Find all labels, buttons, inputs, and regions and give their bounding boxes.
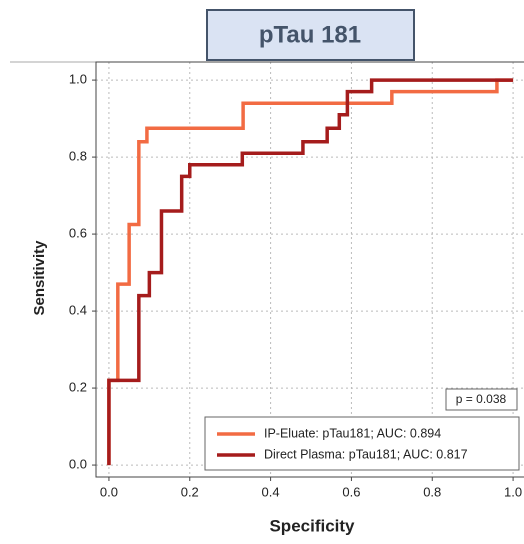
roc-line xyxy=(107,78,514,466)
x-tick-label: 0.4 xyxy=(262,484,280,499)
y-tick-label: 0.2 xyxy=(69,380,87,395)
y-axis-label: Sensitivity xyxy=(31,240,48,316)
x-tick-label: 0.0 xyxy=(100,484,118,499)
roc-line xyxy=(107,78,514,466)
annotation-box xyxy=(445,388,518,411)
y-tick-label: 0.0 xyxy=(69,457,87,472)
chart-title: pTau 181 xyxy=(259,21,361,48)
x-tick-label: 0.8 xyxy=(423,484,441,499)
x-tick-label: 1.0 xyxy=(504,484,522,499)
axis-frame xyxy=(95,61,524,478)
x-tick-label: 0.6 xyxy=(342,484,360,499)
x-axis-label: Specificity xyxy=(269,516,355,535)
y-tick-label: 0.8 xyxy=(69,149,87,164)
y-tick-label: 1.0 xyxy=(69,72,87,87)
legend-label: IP-Eluate: pTau181; AUC: 0.894 xyxy=(264,426,441,440)
legend-box xyxy=(204,416,520,471)
legend-label: Direct Plasma: pTau181; AUC: 0.817 xyxy=(264,447,468,461)
x-tick-label: 0.2 xyxy=(181,484,199,499)
annotation: p = 0.038 xyxy=(456,392,507,406)
y-tick-label: 0.6 xyxy=(69,226,87,241)
title-box xyxy=(206,9,415,61)
y-tick-label: 0.4 xyxy=(69,303,87,318)
